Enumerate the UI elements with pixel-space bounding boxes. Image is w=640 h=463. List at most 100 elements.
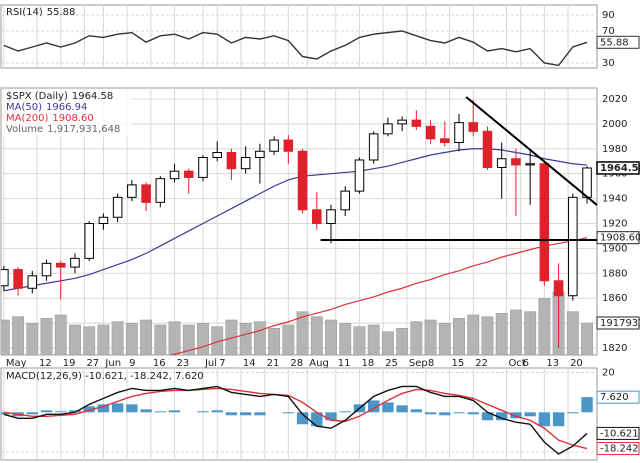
value-tag: -18.242: [600, 444, 639, 455]
x-tick-label: 11: [338, 358, 351, 369]
x-tick-label: 18: [361, 358, 374, 369]
histogram-bar: [296, 412, 309, 425]
candle-body: [383, 123, 393, 135]
volume-bar: [495, 313, 508, 355]
value-tag-box: [596, 35, 640, 49]
histogram-bar: [111, 403, 124, 413]
candle-body: [354, 159, 365, 192]
candle-body: [283, 139, 294, 152]
value-tag: -10.621: [600, 428, 639, 439]
legend-text: MA(50): [6, 102, 42, 113]
x-tick-label: 15: [452, 358, 465, 369]
volume-bar: [40, 318, 53, 355]
histogram-bar: [439, 412, 451, 416]
x-tick-label: Aug: [309, 358, 329, 369]
value-tag: 1908.60: [600, 233, 640, 244]
candle-body: [13, 269, 23, 289]
candle-body: [312, 209, 322, 224]
candle-body: [525, 163, 535, 166]
y-tick-label: 1880: [602, 268, 627, 279]
y-tick-label: 30: [602, 58, 615, 69]
candle-body: [41, 262, 52, 277]
x-tick-label: Oct: [508, 358, 525, 369]
histogram-bar: [367, 400, 380, 413]
x-tick-label: 8: [428, 358, 434, 369]
volume-bar: [69, 324, 81, 355]
value-tag-box: [596, 390, 640, 404]
histogram-bar: [197, 411, 209, 413]
histogram-bar: [424, 412, 437, 415]
histogram-bar: [453, 412, 465, 414]
candle-body: [411, 119, 422, 127]
candle-body: [539, 163, 550, 282]
volume-bar: [12, 316, 25, 355]
x-tick-label: 14: [243, 358, 256, 369]
candle-body: [454, 122, 464, 144]
histogram-bar: [40, 410, 53, 413]
x-tick-label: 13: [546, 358, 559, 369]
volume-bar: [453, 318, 465, 355]
volume-bar: [325, 319, 337, 355]
x-tick-label: 19: [63, 358, 76, 369]
candle-body: [553, 280, 564, 297]
volume-bar: [367, 324, 380, 355]
value-tag-box: [596, 426, 640, 440]
x-tick-label: 27: [86, 358, 99, 369]
volume-bar: [239, 323, 252, 355]
x-tick-label: 20: [570, 358, 583, 369]
histogram-bar: [140, 409, 152, 413]
y-tick-label: 1980: [602, 144, 627, 155]
legend-entry: MA(50) 1966.94: [6, 102, 87, 113]
histogram-bar: [69, 410, 81, 413]
candle-body: [340, 190, 350, 211]
trendline: [465, 96, 597, 206]
candle-body: [212, 152, 222, 158]
volume-bar: [26, 323, 39, 355]
legend-text: 55.88: [47, 7, 76, 18]
volume-bar: [97, 324, 110, 355]
legend-text: $SPX (Daily): [6, 91, 68, 102]
histogram-bar: [254, 412, 266, 416]
histogram-bar: [481, 412, 494, 421]
y-tick-label: 20: [602, 368, 615, 379]
volume-bar: [396, 328, 409, 355]
candle-body: [425, 125, 436, 140]
legend-entry: Volume 1,917,931,648: [6, 124, 120, 135]
x-tick-label: Sep: [409, 358, 428, 369]
y-tick-label: 1820: [602, 343, 627, 354]
x-tick-label: May: [6, 358, 27, 369]
histogram-bar: [524, 412, 536, 417]
plot-area: [3, 30, 588, 67]
candle-body: [269, 139, 279, 152]
candle-body: [112, 196, 123, 218]
histogram-bar: [282, 412, 295, 414]
histogram-bar: [567, 412, 579, 414]
histogram-bar: [239, 412, 252, 416]
candle-body: [482, 130, 493, 168]
histogram-bar: [55, 411, 67, 413]
histogram-bar: [225, 412, 238, 416]
series-line: [3, 30, 588, 67]
candle-body: [511, 158, 521, 166]
volume-bar: [1, 319, 10, 355]
volume-bar: [538, 298, 551, 355]
value-tag: 7.620: [600, 392, 629, 403]
legend-text: Volume: [6, 124, 43, 135]
x-tick-label: 21: [267, 358, 280, 369]
legend-text: 1,917,931,648: [47, 124, 120, 135]
volume-bar: [282, 324, 295, 355]
histogram-bar: [126, 404, 138, 413]
candle-body: [169, 170, 180, 180]
volume-bar: [581, 322, 593, 355]
volume-bar: [524, 311, 537, 355]
volume-bar: [481, 316, 494, 355]
legend-text: MA(200): [6, 113, 48, 124]
x-tick-label: 25: [385, 358, 398, 369]
histogram-bar: [311, 412, 323, 427]
candle-body: [240, 156, 251, 170]
histogram-bar: [382, 402, 394, 413]
histogram-bar: [339, 411, 351, 413]
x-tick-label: 7: [219, 358, 225, 369]
x-tick-label: 9: [129, 358, 135, 369]
